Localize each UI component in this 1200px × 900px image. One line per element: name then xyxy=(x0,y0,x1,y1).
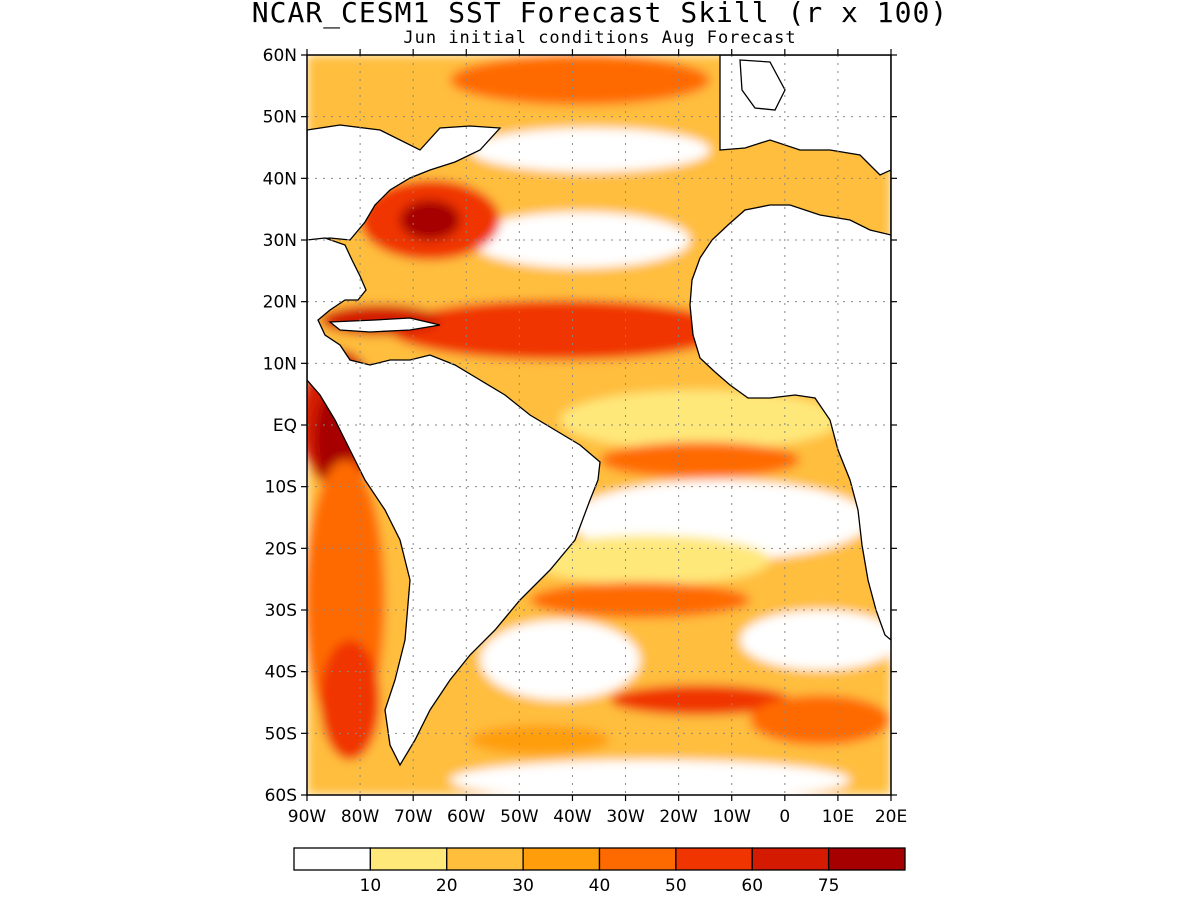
colorbar xyxy=(293,847,906,871)
lat-label: 10S xyxy=(265,478,297,498)
lon-label: 10W xyxy=(713,807,752,827)
colorbar-swatch xyxy=(827,847,906,871)
map-title: NCAR_CESM1 SST Forecast Skill (r x 100) xyxy=(251,0,949,29)
lat-label: 10N xyxy=(263,354,297,374)
axis-ticks xyxy=(301,49,897,801)
lon-label: 60W xyxy=(447,807,486,827)
lon-label: 20E xyxy=(875,807,907,827)
lon-label: 10E xyxy=(822,807,854,827)
map-subtitle: Jun initial conditions Aug Forecast xyxy=(403,28,797,48)
colorbar-label: 10 xyxy=(360,876,382,896)
colorbar-label: 20 xyxy=(436,876,458,896)
colorbar-label: 30 xyxy=(512,876,534,896)
colorbar-label: 50 xyxy=(665,876,687,896)
map-grid xyxy=(307,55,891,795)
lon-label: 80W xyxy=(341,807,380,827)
colorbar-swatch xyxy=(446,847,524,871)
lat-label: 20N xyxy=(263,293,297,313)
colorbar-swatch xyxy=(522,847,601,871)
lon-label: 20W xyxy=(659,807,698,827)
lon-label: 90W xyxy=(288,807,327,827)
lat-label: 60S xyxy=(265,786,297,806)
lon-label: 0 xyxy=(779,807,790,827)
lat-label: EQ xyxy=(273,416,297,436)
skill-field xyxy=(307,55,891,795)
coastlines xyxy=(307,55,891,767)
lon-label: 70W xyxy=(394,807,433,827)
colorbar-swatch xyxy=(369,847,448,871)
colorbar-swatch xyxy=(598,847,677,871)
colorbar-label: 75 xyxy=(818,876,840,896)
colorbar-labels: 10 20 30 40 50 60 75 xyxy=(360,876,840,896)
lat-label: 40S xyxy=(265,663,297,683)
lat-label: 50N xyxy=(263,108,297,128)
lon-label: 40W xyxy=(553,807,592,827)
colorbar-swatch xyxy=(751,847,830,871)
lon-label: 50W xyxy=(500,807,539,827)
colorbar-label: 60 xyxy=(741,876,763,896)
lon-label: 30W xyxy=(606,807,645,827)
colorbar-swatch xyxy=(675,847,753,871)
lat-label: 30S xyxy=(265,601,297,621)
colorbar-swatch xyxy=(293,847,372,871)
latitude-labels: 60N 50N 40N 30N 20N 10N EQ 10S 20S 30S 40S 50S 60S xyxy=(263,46,297,806)
colorbar-label: 40 xyxy=(589,876,611,896)
lat-label: 30N xyxy=(263,231,297,251)
longitude-labels: 90W 80W 70W 60W 50W 40W 30W 20W 10W 0 10E 20E xyxy=(288,807,907,827)
lat-label: 50S xyxy=(265,724,297,744)
lat-label: 60N xyxy=(263,46,297,66)
lat-label: 40N xyxy=(263,169,297,189)
lat-label: 20S xyxy=(265,539,297,559)
